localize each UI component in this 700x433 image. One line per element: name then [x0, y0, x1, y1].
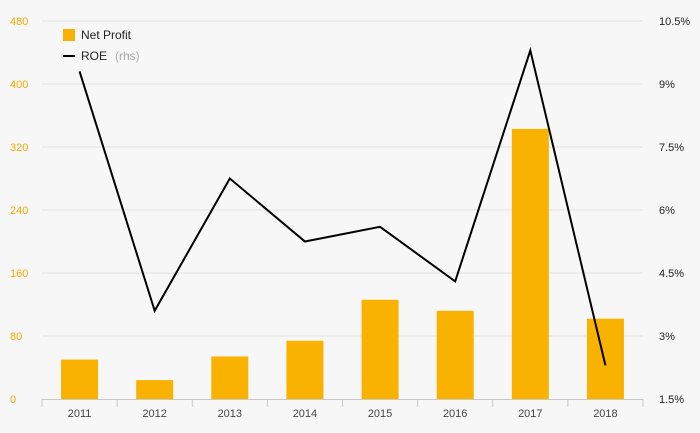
- legend-swatch-net-profit: [63, 29, 75, 41]
- y-right-tick-label: 4.5%: [659, 268, 684, 280]
- bar-net-profit: [286, 340, 324, 399]
- bar-series-net-profit: [61, 128, 624, 399]
- y-right-tick-label: 10.5%: [659, 16, 690, 28]
- x-tick-label: 2017: [518, 408, 542, 420]
- legend-label-net-profit: Net Profit: [81, 28, 132, 42]
- axes: 0 80 160 240 320 400 480 1.5% 3% 4.5% 6% 7.5% 9% 10.5…: [10, 16, 690, 420]
- x-tick-label: 2016: [443, 408, 467, 420]
- x-tick-label: 2014: [293, 408, 317, 420]
- y-left-tick-label: 320: [10, 142, 28, 154]
- line-series-roe: [78, 46, 607, 366]
- y-left-tick-label: 160: [10, 268, 28, 280]
- bar-net-profit: [511, 128, 549, 399]
- legend-roe-suffix: (rhs): [115, 49, 140, 63]
- x-tick-label: 2018: [593, 408, 617, 420]
- y-right-tick-label: 9%: [659, 79, 675, 91]
- bar-net-profit: [361, 299, 399, 399]
- y-left-tick-label: 0: [10, 394, 16, 406]
- x-tick-label: 2015: [368, 408, 392, 420]
- y-left-tick-label: 400: [10, 79, 28, 91]
- y-right-tick-label: 3%: [659, 331, 675, 343]
- legend-roe-name: ROE: [81, 49, 107, 63]
- y-right-tick-label: 6%: [659, 205, 675, 217]
- legend: Net Profit ROE (rhs): [63, 28, 140, 64]
- y-left-tick-label: 240: [10, 205, 28, 217]
- y-right-tick-label: 1.5%: [659, 394, 684, 406]
- gridlines: [42, 20, 643, 337]
- y-left-tick-label: 80: [10, 331, 22, 343]
- bar-net-profit: [436, 310, 474, 399]
- bar-net-profit: [211, 356, 249, 399]
- bar-net-profit: [586, 318, 624, 399]
- y-left-tick-label: 480: [10, 16, 28, 28]
- x-tick-label: 2011: [68, 408, 92, 420]
- legend-label-roe: ROE (rhs): [81, 47, 140, 64]
- bar-net-profit: [61, 359, 99, 399]
- x-tick-label: 2013: [218, 408, 242, 420]
- bar-net-profit: [136, 380, 174, 399]
- x-tick-label: 2012: [142, 408, 166, 420]
- line-roe: [78, 46, 607, 366]
- y-right-tick-label: 7.5%: [659, 142, 684, 154]
